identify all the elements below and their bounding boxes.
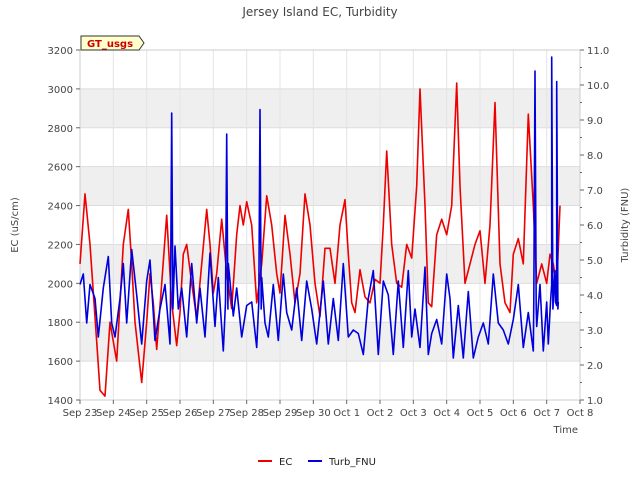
left-tick-label: 3200 xyxy=(48,46,73,57)
badge-label: GT_usgs xyxy=(87,39,133,50)
left-tick-label: 2600 xyxy=(48,163,73,174)
station-badge: GT_usgs xyxy=(80,35,145,51)
right-tick-label: 3.0 xyxy=(587,326,603,337)
left-tick-label: 2200 xyxy=(48,240,73,251)
x-tick-label: Sep 30 xyxy=(296,408,331,419)
badge-shape xyxy=(80,35,145,51)
background-band xyxy=(80,88,580,128)
left-tick-label: 2400 xyxy=(48,202,73,213)
left-tick-label: 3000 xyxy=(48,85,73,96)
left-tick-label: 1400 xyxy=(48,396,73,407)
left-tick-label: 1600 xyxy=(48,357,73,368)
right-tick-label: 6.0 xyxy=(587,221,603,232)
x-tick-label: Sep 25 xyxy=(129,408,164,419)
right-tick-label: 2.0 xyxy=(587,361,603,372)
chart-title: Jersey Island EC, Turbidity xyxy=(241,5,397,19)
x-tick-label: Sep 29 xyxy=(263,408,298,419)
x-tick-label: Oct 8 xyxy=(567,408,594,419)
x-tick-label: Oct 7 xyxy=(533,408,560,419)
legend-label-ec: EC xyxy=(279,457,292,468)
series-line-turb xyxy=(79,56,560,359)
x-tick-label: Oct 6 xyxy=(500,408,527,419)
x-tick-label: Oct 3 xyxy=(400,408,427,419)
right-tick-label: 8.0 xyxy=(587,151,603,162)
right-tick-label: 5.0 xyxy=(587,256,603,267)
legend-label-turb: Turb_FNU xyxy=(328,457,376,468)
series-layer xyxy=(79,56,561,397)
x-tick-label: Sep 28 xyxy=(229,408,264,419)
right-tick-label: 10.0 xyxy=(587,81,609,92)
x-tick-label: Sep 24 xyxy=(96,408,131,419)
right-tick-label: 4.0 xyxy=(587,291,603,302)
legend: EC Turb_FNU xyxy=(258,457,376,468)
left-axis-ticks: 1400 1600 1800 2000 2200 2400 2600 2800 3000 3200 xyxy=(48,46,80,407)
right-tick-label: 1.0 xyxy=(587,396,603,407)
x-axis-label: Time xyxy=(553,425,578,436)
x-tick-label: Oct 1 xyxy=(333,408,360,419)
x-tick-label: Sep 26 xyxy=(163,408,198,419)
x-tick-label: Oct 5 xyxy=(467,408,494,419)
left-tick-label: 2800 xyxy=(48,124,73,135)
background-band xyxy=(80,166,580,206)
right-tick-label: 9.0 xyxy=(587,116,603,127)
x-tick-label: Sep 27 xyxy=(196,408,231,419)
left-tick-label: 1800 xyxy=(48,318,73,329)
left-tick-label: 2000 xyxy=(48,279,73,290)
x-tick-label: Oct 2 xyxy=(367,408,394,419)
left-axis-label: EC (uS/cm) xyxy=(10,197,21,253)
right-tick-label: 11.0 xyxy=(587,46,609,57)
right-axis-label: Turbidity (FNU) xyxy=(620,188,631,264)
right-tick-label: 7.0 xyxy=(587,186,603,197)
right-axis-ticks: 1.0 2.0 3.0 4.0 5.0 6.0 7.0 8.0 9.0 10.0 11.0 xyxy=(580,46,609,407)
x-tick-label: Sep 23 xyxy=(63,408,98,419)
x-tick-label: Oct 4 xyxy=(433,408,460,419)
